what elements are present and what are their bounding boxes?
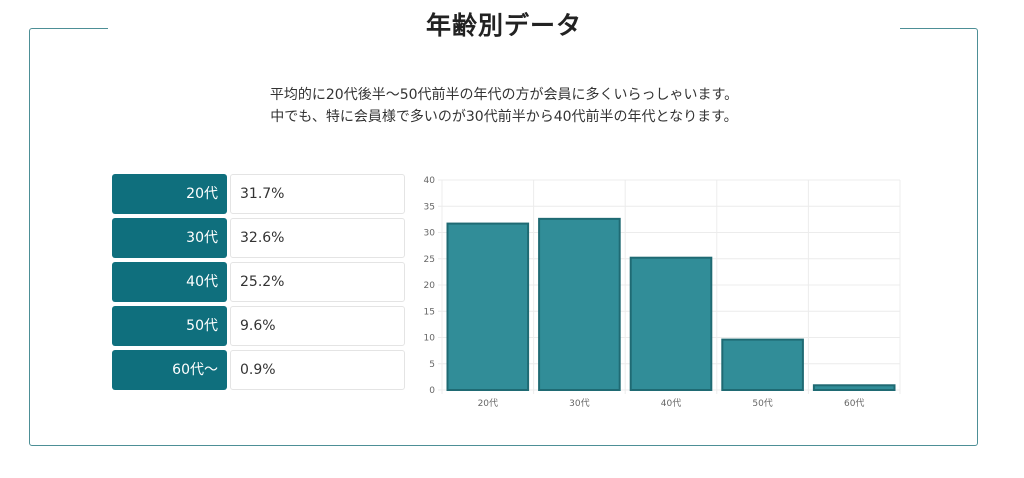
x-tick-label: 20代 bbox=[478, 398, 498, 409]
page-title: 年齢別データ bbox=[108, 6, 900, 46]
x-tick-label: 30代 bbox=[569, 398, 589, 409]
bar bbox=[629, 256, 713, 391]
description-line: 中でも、特に会員様で多いのが30代前半から40代前半の年代となります。 bbox=[270, 109, 738, 125]
y-tick-label: 25 bbox=[424, 255, 435, 265]
age-label: 50代 bbox=[112, 306, 227, 346]
age-row: 50代 9.6% bbox=[112, 306, 405, 346]
age-row: 40代 25.2% bbox=[112, 262, 405, 302]
age-percentage: 31.7% bbox=[230, 174, 405, 214]
age-label: 40代 bbox=[112, 262, 227, 302]
age-bar-chart: 0 5 10 15 20 25 30 35 40 20代 30代 40代 50代 60代 bbox=[424, 176, 901, 409]
age-row: 30代 32.6% bbox=[112, 218, 405, 258]
age-percentage: 0.9% bbox=[230, 350, 405, 390]
bar bbox=[721, 338, 804, 392]
age-label: 20代 bbox=[112, 174, 227, 214]
age-row: 60代〜 0.9% bbox=[112, 350, 405, 390]
y-tick-label: 30 bbox=[424, 229, 436, 239]
age-label: 60代〜 bbox=[112, 350, 227, 390]
age-row: 20代 31.7% bbox=[112, 174, 405, 214]
y-tick-label: 5 bbox=[429, 360, 435, 370]
age-percentage: 32.6% bbox=[230, 218, 405, 258]
description: 平均的に20代後半〜50代前半の年代の方が会員に多くいらっしゃいます。 中でも、… bbox=[120, 84, 888, 128]
description-line: 平均的に20代後半〜50代前半の年代の方が会員に多くいらっしゃいます。 bbox=[269, 87, 739, 103]
x-tick-label: 40代 bbox=[661, 398, 681, 409]
y-tick-label: 35 bbox=[424, 202, 435, 212]
x-tick-label: 50代 bbox=[752, 398, 772, 409]
y-tick-label: 40 bbox=[424, 176, 436, 186]
age-percentage: 25.2% bbox=[230, 262, 405, 302]
y-tick-label: 0 bbox=[429, 386, 435, 396]
y-tick-label: 15 bbox=[424, 307, 435, 317]
bar bbox=[538, 217, 621, 391]
age-label: 30代 bbox=[112, 218, 227, 258]
age-table: 20代 31.7% 30代 32.6% 40代 25.2% 50代 9.6% 6… bbox=[112, 174, 405, 394]
bar bbox=[446, 222, 530, 392]
bar bbox=[812, 384, 896, 391]
y-tick-label: 20 bbox=[424, 281, 436, 291]
age-percentage: 9.6% bbox=[230, 306, 405, 346]
y-tick-label: 10 bbox=[424, 334, 436, 344]
x-tick-label: 60代 bbox=[844, 398, 864, 409]
